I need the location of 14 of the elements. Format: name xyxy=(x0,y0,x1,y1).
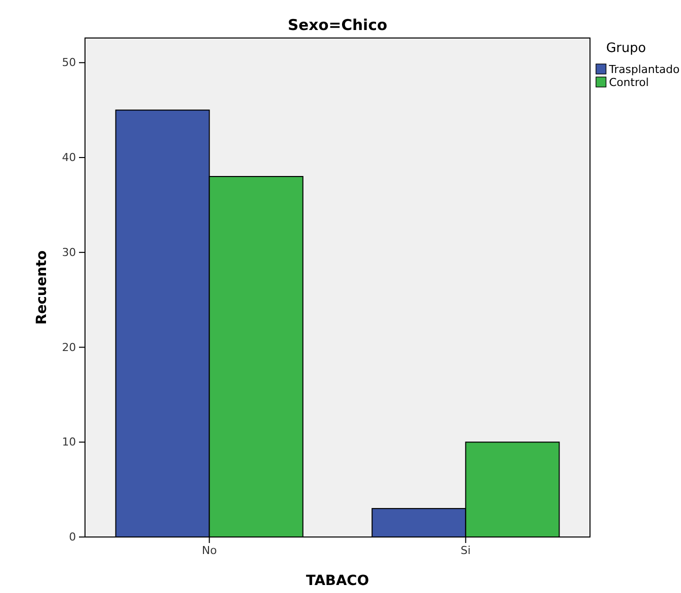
y-tick-label: 20 xyxy=(62,340,76,354)
legend-label: Control xyxy=(609,76,649,89)
y-tick-label: 10 xyxy=(62,436,76,449)
x-tick-label: No xyxy=(202,544,218,557)
chart-title: Sexo=Chico xyxy=(288,16,388,34)
legend-label: Trasplantado xyxy=(608,63,680,76)
y-tick-label: 0 xyxy=(69,530,76,544)
y-tick-label: 30 xyxy=(62,246,76,259)
y-axis-title: Recuento xyxy=(34,250,50,325)
legend-title: Grupo xyxy=(606,41,646,56)
y-tick-label: 40 xyxy=(62,151,76,164)
x-tick-label: Si xyxy=(460,544,471,557)
x-axis-title: TABACO xyxy=(306,573,370,589)
y-tick-label: 50 xyxy=(62,56,76,70)
